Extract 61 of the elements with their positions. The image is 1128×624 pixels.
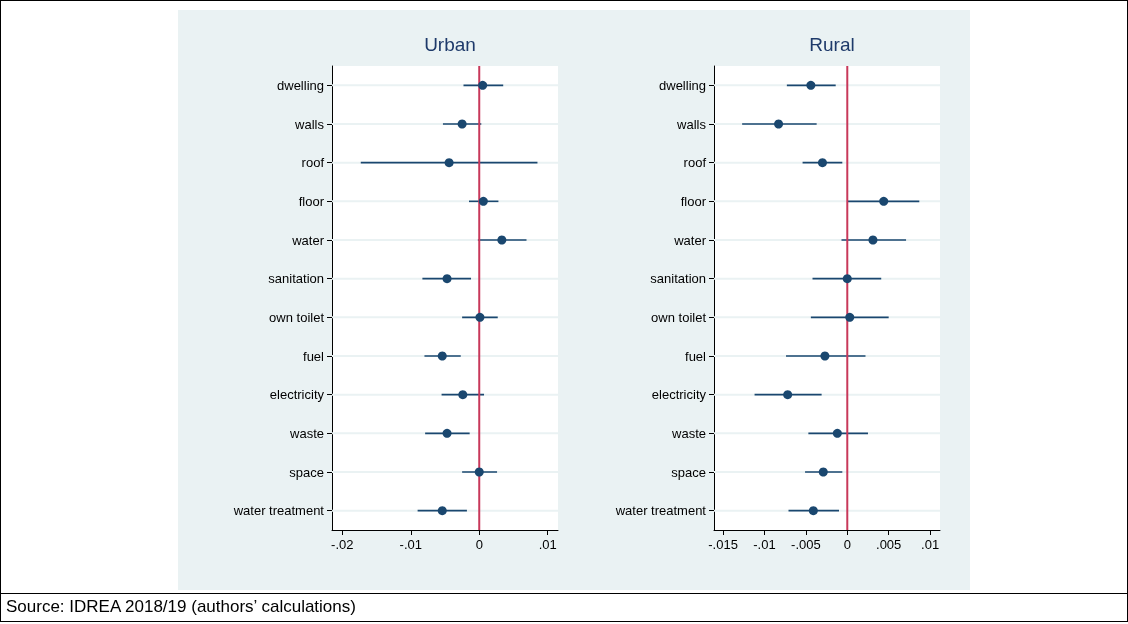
y-tick-label: own toilet (651, 309, 707, 325)
point (474, 467, 484, 477)
point (774, 119, 784, 129)
y-tick-label: fuel (685, 348, 707, 364)
y-tick-label: walls (294, 116, 325, 132)
y-tick-label: waste (671, 425, 706, 441)
y-tick-label: dwelling (659, 77, 706, 93)
x-tick-label: -.005 (791, 537, 821, 552)
point (817, 158, 827, 168)
point (437, 506, 447, 516)
point (820, 351, 830, 361)
point (868, 235, 878, 245)
y-tick-label: waste (289, 425, 324, 441)
point (845, 312, 855, 322)
y-tick-label: sanitation (268, 271, 324, 287)
y-tick-label: water treatment (232, 503, 325, 519)
y-tick-label: sanitation (650, 271, 706, 287)
point (444, 158, 454, 168)
x-tick-label: 0 (475, 537, 483, 552)
point (497, 235, 507, 245)
x-tick-label: -.015 (708, 537, 738, 552)
point (806, 80, 816, 90)
x-tick-label: .01 (538, 537, 557, 552)
y-tick-label: space (289, 464, 324, 480)
point (842, 274, 852, 284)
x-tick-label: .005 (876, 537, 902, 552)
x-tick-label: -.01 (753, 537, 776, 552)
point (442, 274, 452, 284)
y-tick-label: dwelling (277, 77, 324, 93)
point (458, 390, 468, 400)
x-tick-label: .01 (921, 537, 940, 552)
y-tick-label: water (291, 232, 325, 248)
x-tick-label: -.01 (399, 537, 422, 552)
y-tick-label: space (671, 464, 706, 480)
y-tick-label: roof (683, 155, 707, 171)
y-tick-label: electricity (269, 387, 325, 403)
point (457, 119, 467, 129)
point (818, 467, 828, 477)
x-tick-label: 0 (843, 537, 851, 552)
y-tick-label: own toilet (269, 309, 325, 325)
point (437, 351, 447, 361)
point (475, 312, 485, 322)
y-tick-label: walls (676, 116, 707, 132)
point (478, 196, 488, 206)
y-tick-label: floor (298, 193, 325, 209)
point (832, 428, 842, 438)
y-tick-label: roof (301, 155, 325, 171)
y-tick-label: water treatment (614, 503, 707, 519)
point (879, 196, 889, 206)
source-note: Source: IDREA 2018/19 (authors’ calculations) (6, 597, 356, 617)
point (808, 506, 818, 516)
y-tick-label: electricity (651, 387, 707, 403)
y-tick-label: floor (680, 193, 707, 209)
point (442, 428, 452, 438)
y-tick-label: fuel (303, 348, 325, 364)
chart-title: Urban (424, 34, 476, 55)
x-tick-label: -.02 (331, 537, 354, 552)
chart-title: Rural (809, 34, 855, 55)
point (478, 80, 488, 90)
y-tick-label: water (673, 232, 707, 248)
point (783, 390, 793, 400)
